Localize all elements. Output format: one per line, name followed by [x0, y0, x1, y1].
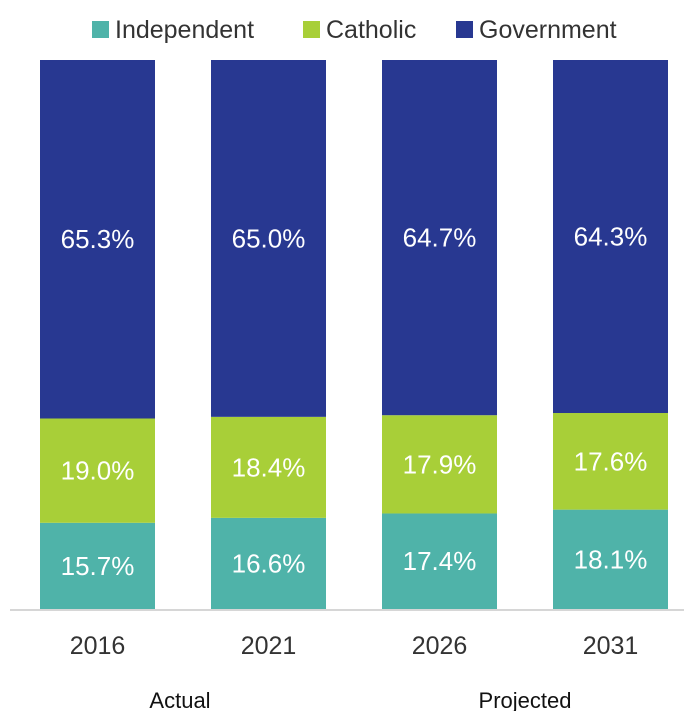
legend-swatch-independent	[92, 21, 109, 38]
value-label-government-2016: 65.3%	[61, 224, 135, 254]
bar-segment-government-2031	[553, 60, 668, 414]
value-label-independent-2021: 16.6%	[232, 548, 306, 578]
bar-segment-government-2016	[40, 60, 155, 419]
x-tick-label-2031: 2031	[583, 632, 639, 660]
value-label-catholic-2026: 17.9%	[403, 449, 477, 479]
value-label-government-2021: 65.0%	[232, 223, 306, 253]
legend-label-catholic: Catholic	[326, 16, 416, 44]
value-label-catholic-2016: 19.0%	[61, 456, 135, 486]
bar-segment-independent-2026	[382, 513, 497, 609]
bar-segment-independent-2016	[40, 522, 155, 609]
bar-segment-catholic-2016	[40, 418, 155, 523]
bar-segment-government-2021	[211, 60, 326, 417]
value-label-government-2026: 64.7%	[403, 223, 477, 253]
value-label-catholic-2021: 18.4%	[232, 452, 306, 482]
legend-swatch-catholic	[303, 21, 320, 38]
legend-label-government: Government	[479, 16, 617, 44]
value-label-independent-2031: 18.1%	[574, 544, 648, 574]
bar-segment-independent-2031	[553, 509, 668, 609]
bar-segment-independent-2021	[211, 517, 326, 609]
bar-segment-catholic-2026	[382, 415, 497, 514]
legend: Independent Catholic Government	[92, 16, 617, 44]
value-label-government-2031: 64.3%	[574, 222, 648, 252]
x-tick-labels: 2016 2021 2026 2031	[70, 632, 639, 660]
x-tick-label-2026: 2026	[412, 632, 468, 660]
group-labels: Actual Projected	[149, 688, 571, 711]
legend-label-independent: Independent	[115, 16, 254, 44]
group-label-projected: Projected	[479, 688, 572, 711]
bar-segment-government-2026	[382, 60, 497, 416]
legend-swatch-government	[456, 21, 473, 38]
value-label-independent-2016: 15.7%	[61, 551, 135, 581]
value-label-independent-2026: 17.4%	[403, 546, 477, 576]
value-label-catholic-2031: 17.6%	[574, 446, 648, 476]
bars: 15.7% 19.0% 65.3% 16.6% 18.4% 65.0% 17.4% 17.9%…	[40, 60, 668, 609]
bar-segment-catholic-2021	[211, 416, 326, 518]
x-tick-label-2016: 2016	[70, 632, 126, 660]
bar-segment-catholic-2031	[553, 413, 668, 510]
x-tick-label-2021: 2021	[241, 632, 297, 660]
group-label-actual: Actual	[149, 688, 210, 711]
